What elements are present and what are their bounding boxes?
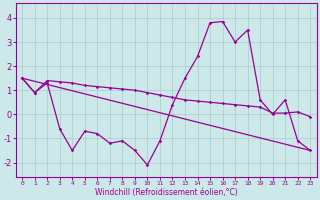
X-axis label: Windchill (Refroidissement éolien,°C): Windchill (Refroidissement éolien,°C) xyxy=(95,188,237,197)
